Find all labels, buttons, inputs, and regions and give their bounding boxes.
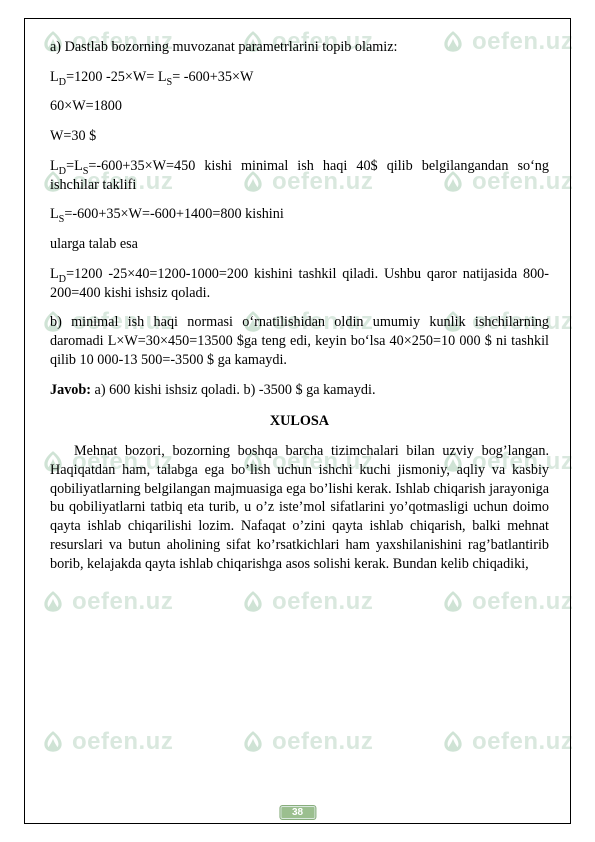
paragraph: LS=-600+35×W=-600+1400=800 kishini xyxy=(50,205,549,224)
paragraph: W=30 $ xyxy=(50,127,549,146)
paragraph: LD=LS=-600+35×W=450 kishi minimal ish ha… xyxy=(50,157,549,194)
paragraph: LD=1200 -25×40=1200-1000=200 kishini tas… xyxy=(50,265,549,302)
paragraph: ularga talab esa xyxy=(50,235,549,254)
paragraph: a) Dastlab bozorning muvozanat parametrl… xyxy=(50,38,549,57)
section-heading: XULOSA xyxy=(50,413,549,430)
answer-text: a) 600 kishi ishsiz qoladi. b) -3500 $ g… xyxy=(91,382,376,398)
answer-line: Javob: a) 600 kishi ishsiz qoladi. b) -3… xyxy=(50,381,549,400)
paragraph: b) minimal ish haqi normasi o‘rnatilishi… xyxy=(50,313,549,369)
page-number-badge: 38 xyxy=(279,802,316,820)
paragraph: 60×W=1800 xyxy=(50,97,549,116)
conclusion-paragraph: Mehnat bozori, bozorning boshqa barcha t… xyxy=(50,442,549,573)
page-number: 38 xyxy=(279,805,316,820)
paragraph: LD=1200 -25×W= LS= -600+35×W xyxy=(50,68,549,87)
page-content: a) Dastlab bozorning muvozanat parametrl… xyxy=(50,38,549,798)
answer-label: Javob: xyxy=(50,382,91,398)
